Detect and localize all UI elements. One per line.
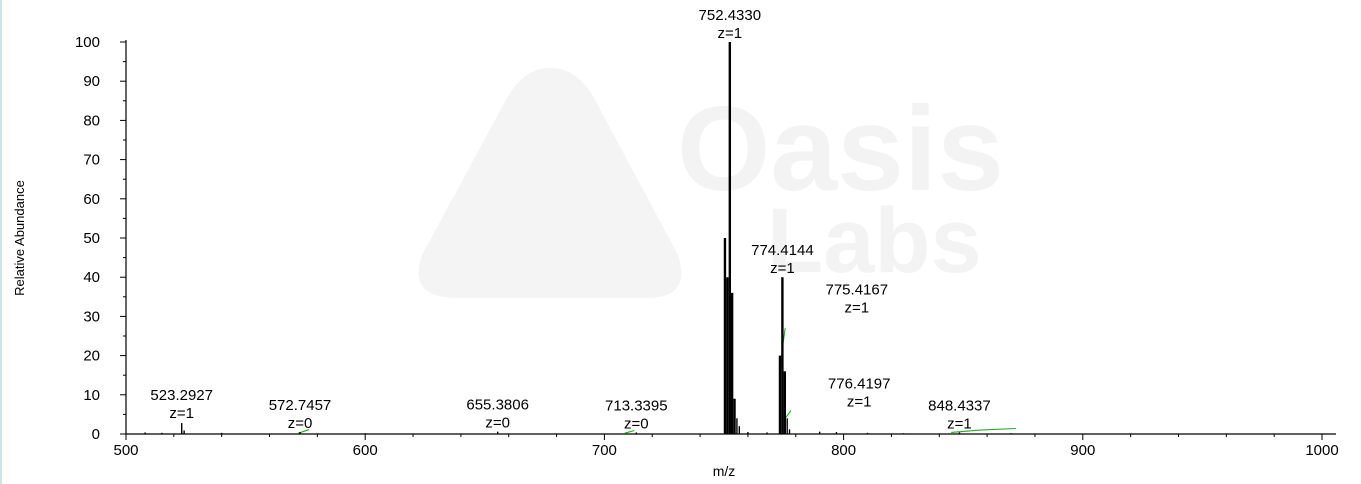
peak-mz-label: 572.7457 bbox=[269, 397, 332, 414]
isotope-envelope bbox=[784, 410, 792, 419]
x-tick-label: 600 bbox=[353, 442, 378, 459]
x-tick-label: 1000 bbox=[1305, 442, 1338, 459]
isotope-envelope bbox=[624, 429, 635, 434]
peak-mz-label: 776.4197 bbox=[828, 375, 891, 392]
y-axis-label: Relative Abundance bbox=[12, 180, 27, 296]
peak-mz-label: 713.3395 bbox=[605, 397, 668, 414]
y-tick-label: 20 bbox=[83, 348, 100, 365]
y-tick-label: 30 bbox=[83, 308, 100, 325]
peak-charge-label: z=0 bbox=[288, 415, 313, 432]
peak-mz-label: 655.3806 bbox=[466, 397, 529, 414]
watermark-line1: Oasis bbox=[677, 82, 1004, 216]
watermark-logo: Oasis Labs bbox=[418, 68, 1004, 298]
x-axis-label: m/z bbox=[713, 463, 736, 479]
y-tick-label: 0 bbox=[92, 426, 100, 443]
peak-mz-label: 752.4330 bbox=[699, 7, 762, 24]
peak-charge-label: z=1 bbox=[847, 393, 872, 410]
peak-charge-label: z=1 bbox=[947, 415, 972, 432]
isotope-envelope bbox=[951, 427, 1016, 433]
x-tick-label: 500 bbox=[113, 442, 138, 459]
y-tick-label: 10 bbox=[83, 387, 100, 404]
isotope-envelopes bbox=[298, 328, 1016, 434]
y-tick-label: 40 bbox=[83, 269, 100, 286]
y-tick-label: 80 bbox=[83, 112, 100, 129]
peak-charge-label: z=0 bbox=[485, 415, 510, 432]
peak-charge-label: z=0 bbox=[624, 415, 649, 432]
y-tick-label: 90 bbox=[83, 73, 100, 90]
peak-charge-label: z=1 bbox=[718, 25, 743, 42]
peak-charge-label: z=1 bbox=[169, 405, 194, 422]
y-tick-label: 60 bbox=[83, 191, 100, 208]
watermark-triangle bbox=[418, 68, 682, 298]
y-tick-label: 50 bbox=[83, 230, 100, 247]
watermark-line2: Labs bbox=[767, 190, 982, 292]
peak-mz-label: 523.2927 bbox=[150, 387, 213, 404]
x-tick-label: 800 bbox=[831, 442, 856, 459]
x-tick-label: 700 bbox=[592, 442, 617, 459]
peak-mz-label: 775.4167 bbox=[826, 281, 889, 298]
peak-charge-label: z=1 bbox=[844, 299, 869, 316]
peak-mz-label: 848.4337 bbox=[928, 397, 991, 414]
y-tick-label: 100 bbox=[75, 34, 100, 51]
peak-mz-label: 774.4144 bbox=[751, 242, 814, 259]
x-tick-label: 900 bbox=[1070, 442, 1095, 459]
peak-charge-label: z=1 bbox=[770, 260, 795, 277]
peak-labels: 752.4330z=1774.4144z=1775.4167z=1776.419… bbox=[150, 7, 990, 432]
y-tick-label: 70 bbox=[83, 152, 100, 169]
spectrum-peaks bbox=[144, 42, 1012, 434]
